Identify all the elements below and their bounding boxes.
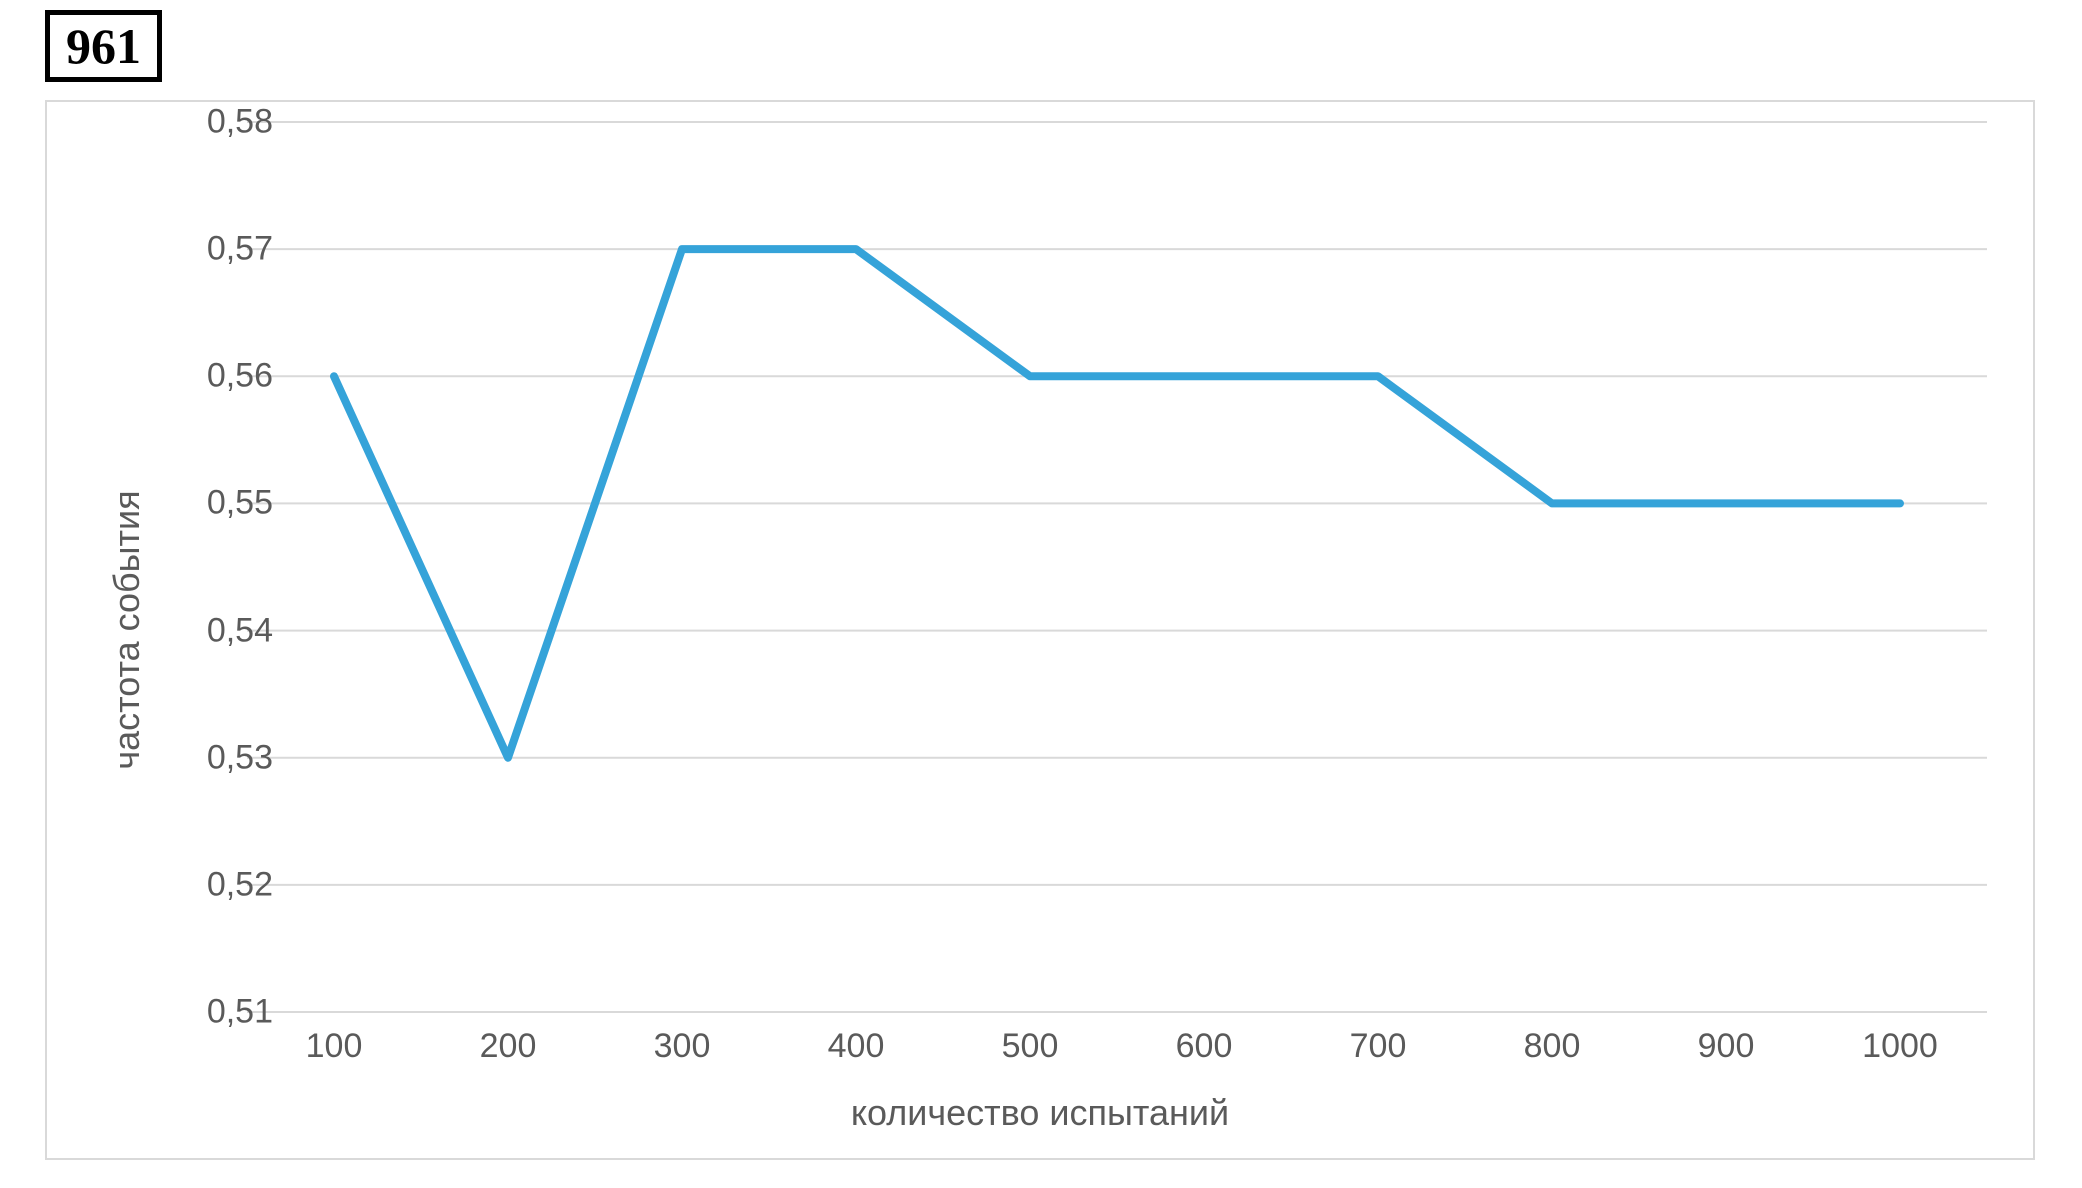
x-tick-label: 500 bbox=[1002, 1027, 1059, 1066]
y-tick-label: 0,51 bbox=[153, 993, 273, 1032]
y-tick-label: 0,56 bbox=[153, 357, 273, 396]
x-tick-label: 100 bbox=[306, 1027, 363, 1066]
x-tick-label: 600 bbox=[1176, 1027, 1233, 1066]
chart-container: частота события количество испытаний 0,5… bbox=[45, 100, 2035, 1160]
y-tick-label: 0,57 bbox=[153, 230, 273, 269]
y-tick-label: 0,58 bbox=[153, 103, 273, 142]
x-tick-label: 200 bbox=[480, 1027, 537, 1066]
x-axis-title: количество испытаний bbox=[851, 1092, 1229, 1134]
x-tick-label: 800 bbox=[1524, 1027, 1581, 1066]
plot-area bbox=[247, 122, 1987, 1012]
x-tick-label: 300 bbox=[654, 1027, 711, 1066]
x-tick-label: 900 bbox=[1698, 1027, 1755, 1066]
problem-number-badge: 961 bbox=[45, 10, 162, 82]
x-tick-label: 700 bbox=[1350, 1027, 1407, 1066]
x-tick-label: 1000 bbox=[1862, 1027, 1938, 1066]
y-tick-label: 0,55 bbox=[153, 484, 273, 523]
y-axis-title: частота события bbox=[106, 490, 148, 769]
y-tick-label: 0,52 bbox=[153, 865, 273, 904]
y-tick-label: 0,54 bbox=[153, 611, 273, 650]
line-chart-svg bbox=[247, 122, 1987, 1012]
y-tick-label: 0,53 bbox=[153, 738, 273, 777]
x-tick-label: 400 bbox=[828, 1027, 885, 1066]
